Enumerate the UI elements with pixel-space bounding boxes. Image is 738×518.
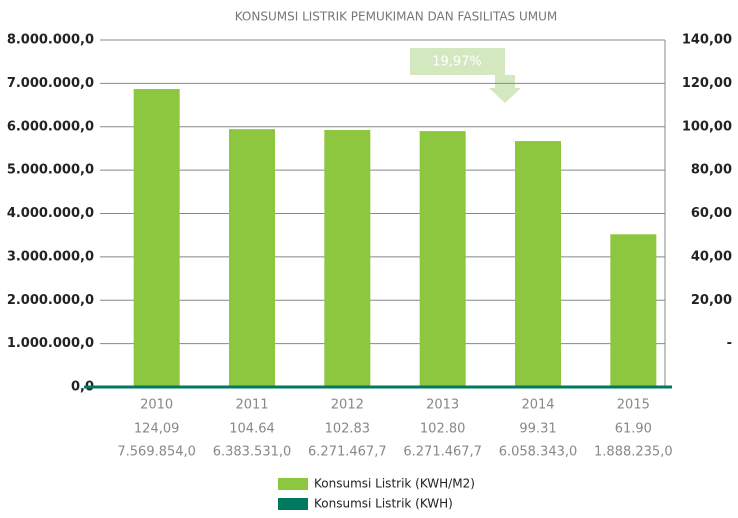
- annotation: 19,97%: [410, 48, 521, 103]
- bar: [133, 89, 180, 388]
- y2-tick-label: 140,00: [682, 33, 732, 48]
- y-tick-label: 5.000.000,0: [7, 163, 94, 178]
- annotation-box: [410, 48, 505, 75]
- chart-title: KONSUMSI LISTRIK PEMUKIMAN DAN FASILITAS…: [235, 10, 558, 24]
- bar: [515, 141, 561, 387]
- table-cell: 102.83: [325, 422, 371, 437]
- y2-tick-label: 20,00: [691, 293, 732, 308]
- table-cell: 102.80: [420, 422, 466, 437]
- legend-label: Konsumsi Listrik (KWH): [314, 497, 453, 511]
- y2-tick-label: -: [727, 336, 732, 351]
- table-cell: 6.383.531,0: [213, 445, 292, 460]
- y2-tick-label: 60,00: [691, 206, 732, 221]
- y2-tick-label: 80,00: [691, 163, 732, 178]
- bar: [324, 130, 371, 388]
- table-cell: 99.31: [519, 422, 556, 437]
- x-tick-label: 2015: [617, 398, 650, 413]
- legend-swatch: [278, 478, 308, 490]
- x-tick-label: 2010: [140, 398, 173, 413]
- y-tick-label: 8.000.000,0: [7, 33, 94, 48]
- table-cell: 7.569.854,0: [117, 445, 196, 460]
- bar: [610, 234, 657, 387]
- bar: [419, 131, 466, 387]
- y2-tick-label: 120,00: [682, 76, 732, 91]
- x-tick-label: 2011: [235, 398, 268, 413]
- bar: [229, 129, 275, 387]
- y-tick-label: 6.000.000,0: [7, 119, 94, 134]
- table-cell: 104.64: [229, 422, 275, 437]
- x-tick-label: 2014: [521, 398, 554, 413]
- y2-tick-label: 100,00: [682, 119, 732, 134]
- legend-label: Konsumsi Listrik (KWH/M2): [314, 477, 475, 491]
- y2-tick-label: 40,00: [691, 249, 732, 264]
- y-tick-label: 1.000.000,0: [7, 336, 94, 351]
- annotation-arrow: [489, 75, 521, 103]
- y-tick-label: 4.000.000,0: [7, 206, 94, 221]
- x-tick-label: 2013: [426, 398, 459, 413]
- annotation-text: 19,97%: [432, 55, 482, 70]
- x-tick-label: 2012: [331, 398, 364, 413]
- table-cell: 6.271.467,7: [403, 445, 482, 460]
- y-tick-label: 0,0: [71, 380, 94, 395]
- y-tick-label: 3.000.000,0: [7, 249, 94, 264]
- y-tick-label: 2.000.000,0: [7, 293, 94, 308]
- table-cell: 61.90: [615, 422, 652, 437]
- legend-swatch: [278, 498, 308, 510]
- table-cell: 124,09: [134, 422, 180, 437]
- table-cell: 6.271.467,7: [308, 445, 387, 460]
- table-cell: 6.058.343,0: [499, 445, 578, 460]
- y-tick-label: 7.000.000,0: [7, 76, 94, 91]
- table-cell: 1.888.235,0: [594, 445, 673, 460]
